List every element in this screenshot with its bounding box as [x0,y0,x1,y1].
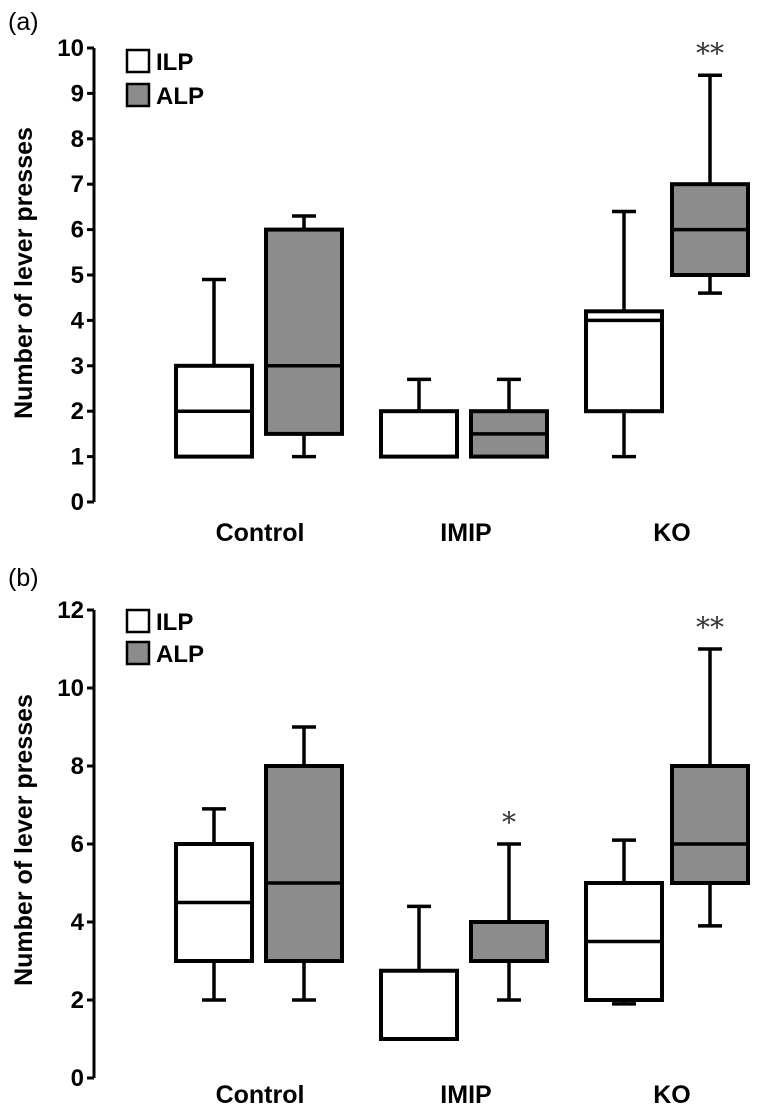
box-alp-ko [670,647,750,928]
legend-label: ALP [156,641,204,668]
y-tick-label: 10 [57,35,84,62]
legend-swatch [125,640,151,666]
box-alp-ko [670,73,750,295]
y-tick-label: 3 [71,353,84,380]
y-tick-label: 10 [57,675,84,702]
category-label: Control [216,1081,305,1109]
y-tick-label: 1 [71,444,84,471]
y-tick-label: 2 [71,987,84,1014]
y-tick-label: 6 [71,831,84,858]
legend-swatch [125,608,151,634]
category-label: IMIP [440,1081,491,1109]
box-alp-imip [469,377,549,459]
y-tick-label: 0 [71,1065,84,1092]
legend-label: ALP [156,83,204,110]
category-label: IMIP [440,519,491,547]
significance-marker: ** [696,37,724,70]
box-ilp-control [174,277,254,459]
panel-label: (a) [8,8,39,36]
legend-label: ILP [156,609,193,636]
y-tick-label: 8 [71,126,84,153]
box-rect [670,764,750,885]
box-rect [264,227,344,436]
significance-marker: * [502,806,516,839]
category-label: KO [653,519,691,547]
legend-swatch [125,48,151,74]
y-axis-title: Number of lever presses [10,127,38,419]
box-rect [469,920,549,963]
box-rect [379,409,459,459]
y-tick-label: 9 [71,80,84,107]
y-tick-label: 4 [71,909,85,936]
box-alp-imip [469,842,549,1002]
y-tick-label: 4 [71,307,85,334]
box-alp-control [264,214,344,459]
y-tick-label: 2 [71,398,84,425]
legend-label: ILP [156,49,193,76]
legend-swatch [125,82,151,108]
y-tick-label: 6 [71,217,84,244]
box-ilp-imip [379,377,459,459]
box-ilp-ko [584,838,664,1006]
box-ilp-control [174,807,254,1002]
y-tick-label: 5 [71,262,84,289]
box-rect [264,764,344,963]
panel-a: (a) 0 1 2 3 4 5 6 7 8 9 10 Number of lever presses Co… [8,8,750,547]
y-axis-title: Number of lever presses [10,694,38,986]
box-rect [584,309,664,414]
y-tick-label: 8 [71,753,84,780]
box-alp-control [264,725,344,1002]
significance-marker: ** [696,611,724,644]
box-rect [379,968,459,1041]
box-ilp-ko [584,209,664,459]
y-tick-label: 0 [71,489,84,516]
panel-label: (b) [8,564,39,592]
category-label: KO [653,1081,691,1109]
y-tick-label: 12 [57,597,84,624]
y-tick-label: 7 [71,171,84,198]
category-label: Control [216,519,305,547]
box-ilp-imip [379,904,459,1041]
panel-b: (b) 0 2 4 6 8 10 12 Number of lever presses Contr… [8,564,750,1109]
